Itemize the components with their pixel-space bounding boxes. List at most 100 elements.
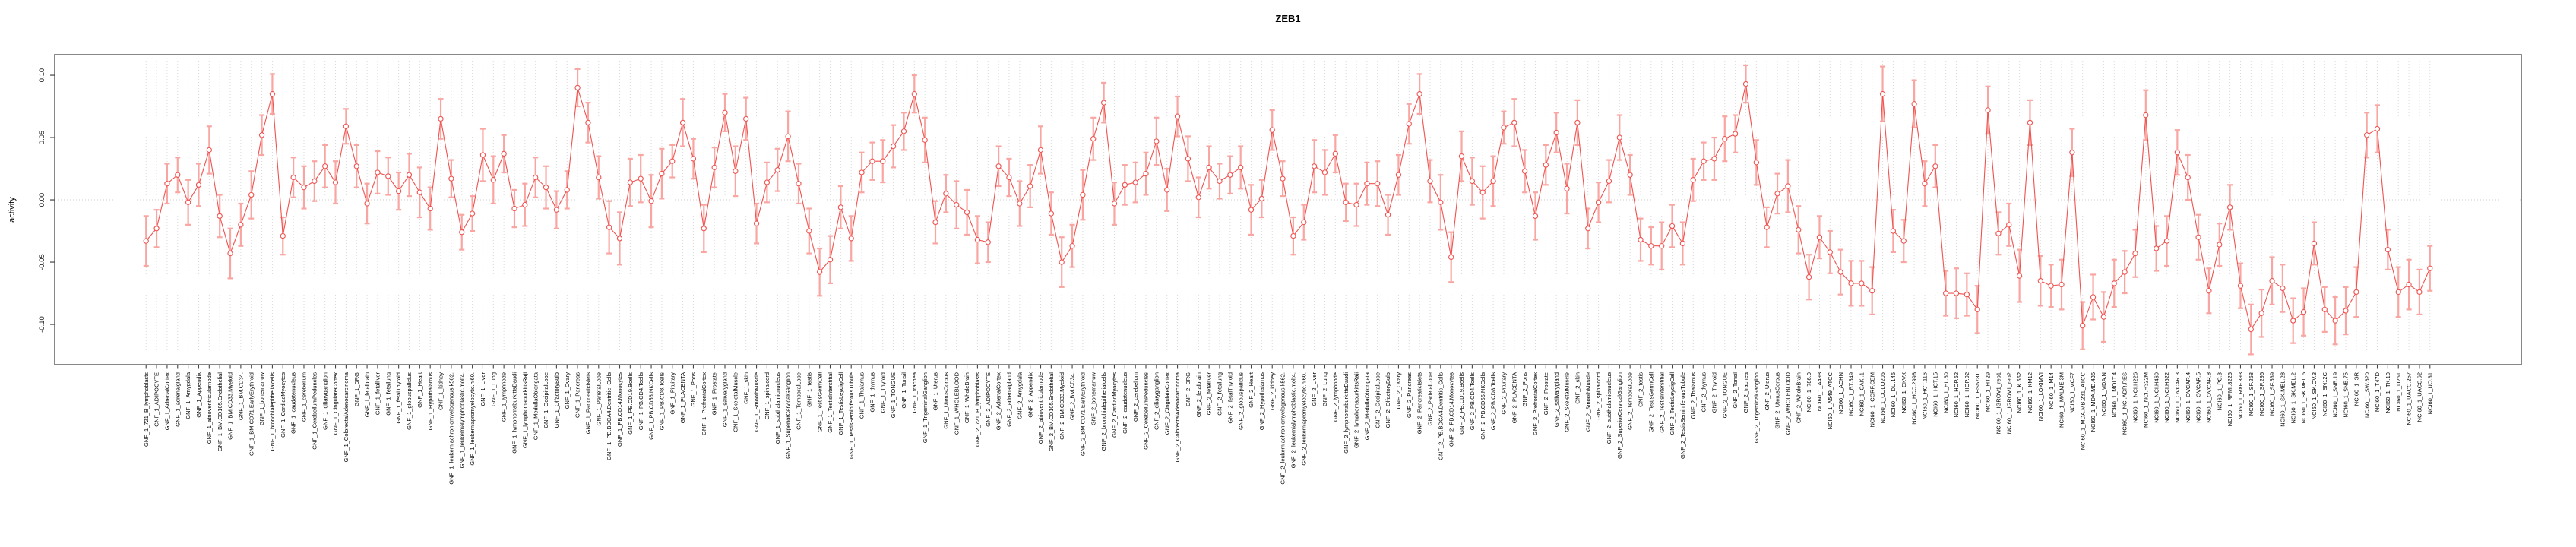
x-tick-label: GNF_2_fetalbrain	[1195, 372, 1202, 417]
x-tick-label: GNF_1_SuperiorCervicalGanglion	[785, 372, 792, 459]
x-tick-label: GNF_2_Ovary	[1395, 372, 1402, 409]
x-tick-label: GNF_2_CardiacMyocytes	[1111, 372, 1118, 438]
data-point	[1290, 232, 1296, 239]
data-point	[1017, 201, 1023, 207]
x-tick-label: GNF_2_TrigeminalGanglion	[1753, 372, 1760, 443]
data-point	[1964, 292, 1970, 298]
x-tick-label: NCI60_1_TK.10	[2385, 372, 2391, 413]
data-point	[1595, 199, 1602, 205]
data-point	[2059, 281, 2065, 288]
data-point	[280, 232, 286, 239]
x-tick-label: GNF_1_TestisSeminiferousTubule	[848, 372, 855, 459]
data-point	[2027, 119, 2033, 126]
x-tick-label: GNF_1_fetallung	[385, 372, 391, 416]
x-tick-label: NCI60_1_MDA.MB.231_ATCC	[2079, 372, 2086, 450]
x-tick-label: GNF_1_spinalcord	[764, 372, 771, 420]
data-point	[2174, 150, 2181, 156]
data-point	[1037, 147, 1044, 153]
data-point	[1217, 178, 1223, 185]
y-tick-label: 0.10	[38, 68, 46, 83]
x-tick-label: GNF_2_Thalamus	[1690, 372, 1697, 419]
data-point	[2237, 283, 2244, 289]
data-point	[1859, 280, 1865, 286]
data-point	[1911, 101, 1917, 107]
data-point	[743, 115, 749, 122]
data-point	[900, 128, 907, 134]
x-tick-label: GNF_2_Hypothalamus	[1258, 372, 1265, 431]
data-point	[332, 179, 339, 185]
data-point	[185, 199, 191, 205]
data-point	[248, 191, 255, 198]
x-tick-label: NCI60_1_HT29	[1985, 372, 1992, 412]
data-point	[2006, 222, 2012, 228]
data-point	[2090, 294, 2097, 300]
x-tick-label: GNF_1_PB.CD8.Tcells	[658, 372, 665, 431]
data-point	[290, 174, 296, 181]
x-tick-label: GNF_1_WHOLEBLOOD	[953, 372, 960, 435]
data-point	[711, 164, 717, 171]
data-point	[1564, 185, 1570, 191]
data-point	[469, 210, 476, 217]
x-tick-label: GNF_2_WholeBrain	[1795, 372, 1802, 423]
series-line	[145, 84, 2431, 330]
x-tick-label: NCI60_1_786.0	[1805, 372, 1812, 413]
data-point	[2364, 132, 2370, 138]
x-tick-label: GNF_1_SmoothMuscle	[753, 372, 760, 432]
x-tick-label: GNF_2_Uterus	[1764, 372, 1771, 411]
data-point	[1606, 178, 1612, 185]
x-tick-label: GNF_1_OccipitalLobe	[543, 372, 549, 428]
x-tick-label: GNF_2_spinalcord	[1595, 372, 1602, 420]
data-point	[543, 184, 549, 191]
data-point	[1048, 210, 1055, 217]
data-point	[269, 91, 276, 97]
chart-title: ZEB1	[1275, 13, 1301, 24]
x-tick-label: GNF_2_Amygdala	[1016, 372, 1023, 419]
data-point	[701, 226, 707, 232]
x-tick-label: NCI60_1_IGROV1_rep1	[1995, 372, 2002, 434]
x-tick-label: GNF_2_bronchialepithelialcells	[1100, 372, 1107, 451]
data-point	[1027, 183, 1033, 189]
data-point	[659, 170, 665, 177]
x-tick-label: GNF_2_PancreaticIslets	[1416, 372, 1423, 435]
x-tick-label: GNF_1_PB.CD56.NKCells	[648, 372, 655, 440]
x-tick-label: NCI60_1_COLO205	[1879, 372, 1886, 424]
plot-border	[54, 54, 2522, 365]
data-point	[2374, 125, 2381, 132]
x-tick-label: GNF_2_PB.CD19.Bcells	[1458, 372, 1465, 435]
data-point	[1090, 136, 1097, 142]
x-tick-label: GNF_1_Heart	[416, 372, 423, 408]
data-point	[1616, 134, 1622, 141]
x-tick-label: GNF_1_TemporalLobe	[796, 372, 802, 430]
x-tick-label: NCI60_1_UACC.62	[2416, 372, 2423, 422]
x-tick-label: GNF_1_PB.CD4.Tcells	[638, 372, 644, 431]
data-point	[1669, 223, 1676, 229]
x-tick-label: GNF_1_BM.CD33.Myeloid	[227, 372, 234, 440]
x-tick-label: GNF_1_DRG	[353, 372, 360, 406]
data-point	[227, 250, 233, 257]
x-tick-label: NCI60_1_SW.620	[2363, 372, 2370, 418]
x-tick-label: GNF_1_skin	[742, 372, 749, 404]
x-tick-label: NCI60_1_HCT.116	[1922, 372, 1929, 419]
x-tick-label: GNF_2_OlfactoryBulb	[1385, 372, 1391, 428]
x-tick-label: GNF_1_Tonsil	[900, 372, 907, 409]
x-tick-label: GNF_2_bonemarrow	[1090, 372, 1097, 425]
data-point	[985, 239, 991, 245]
x-tick-label: NCI60_1_UO.31	[2426, 372, 2433, 414]
data-point	[322, 163, 328, 169]
y-tick-label: 0.05	[38, 131, 46, 145]
x-tick-label: GNF_2_leukemiapromyelocytic.hl60.	[1300, 372, 1307, 466]
x-tick-label: NCI60_1_SK.MEL.28	[2279, 372, 2286, 427]
x-tick-label: GNF_1_ADIPOCYTE	[153, 372, 160, 427]
x-tick-label: GNF_2_721_B_lymphoblasts	[974, 372, 981, 447]
x-tick-label: NCI60_1_K.562	[2016, 372, 2023, 413]
data-point	[1490, 178, 1496, 185]
x-tick-label: GNF_1_BM.CD71.EarlyErythroid	[248, 372, 255, 456]
x-tick-label: GNF_2_TONGUE	[1721, 372, 1728, 418]
x-tick-label: NCI60_1_HL.60	[1942, 372, 1949, 413]
data-point	[416, 189, 422, 195]
x-tick-label: GNF_1_CerebellumPeduncles	[311, 372, 318, 450]
x-tick-label: GNF_1_Ovary	[564, 372, 571, 409]
data-point	[1469, 178, 1476, 185]
x-tick-label: GNF_2_caudatenucleus	[1122, 372, 1128, 434]
x-tick-label: NCI60_1_SNB.75	[2343, 372, 2350, 418]
